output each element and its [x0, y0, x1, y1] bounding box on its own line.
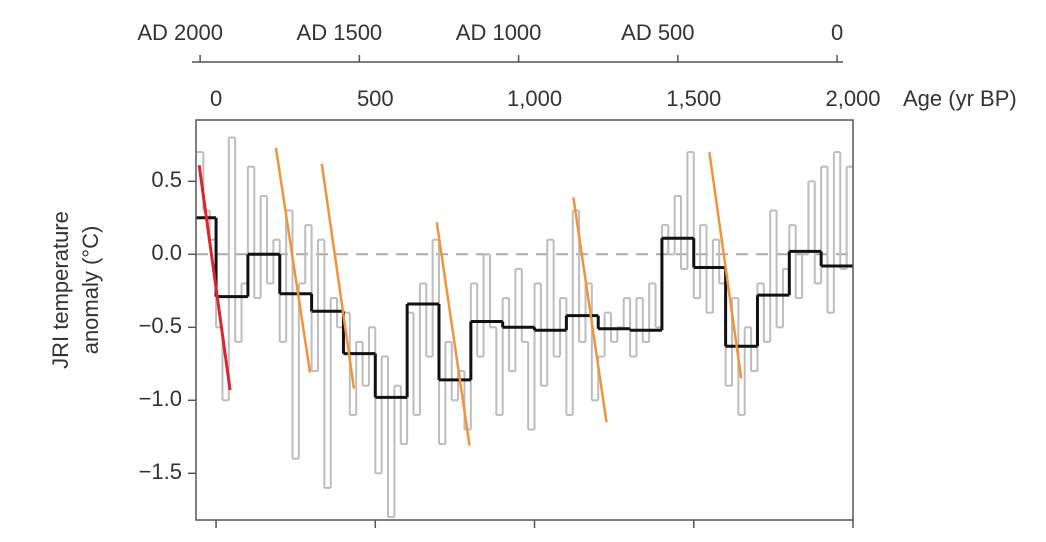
trend-line — [572, 197, 608, 423]
x-tick-label: 500 — [357, 86, 394, 111]
y-axis-title: anomaly (°C) — [78, 226, 103, 355]
x-axis-title: Age (yr BP) — [903, 86, 1017, 111]
trend-line — [274, 147, 312, 373]
trend-line — [708, 151, 743, 379]
x2-tick-label: AD 2000 — [137, 20, 223, 45]
x2-tick-label: AD 1500 — [297, 20, 383, 45]
x-tick-label: 1,000 — [507, 86, 562, 111]
y-tick-label: −1.5 — [139, 459, 182, 484]
y-axis-title: JRI temperature — [48, 211, 73, 369]
trend-line — [435, 222, 471, 446]
x2-tick-label: AD 500 — [621, 20, 694, 45]
y-tick-label: 0.5 — [151, 167, 182, 192]
x2-tick-label: AD 1000 — [456, 20, 542, 45]
x-tick-label: 0 — [210, 86, 222, 111]
plot-frame — [195, 119, 854, 521]
y-tick-label: 0.0 — [151, 240, 182, 265]
x-tick-label: 2,000 — [825, 86, 880, 111]
x2-tick-label: 0 — [831, 20, 843, 45]
trend-line — [320, 163, 356, 389]
trend-line — [197, 165, 232, 391]
y-tick-label: −0.5 — [139, 313, 182, 338]
x-tick-label: 1,500 — [666, 86, 721, 111]
y-tick-label: −1.0 — [139, 386, 182, 411]
